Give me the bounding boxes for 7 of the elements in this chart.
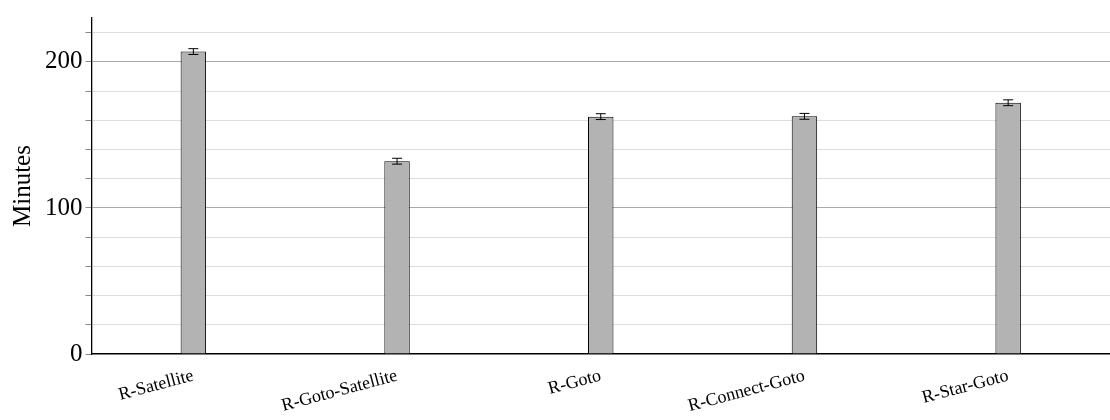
x-tick-label: R-Star-Goto (919, 364, 1011, 407)
y-tick-label: 200 (45, 46, 83, 74)
y-tick-label: 100 (45, 192, 83, 220)
y-axis-title: Minutes (7, 145, 35, 228)
x-tick-label: R-Goto (545, 364, 604, 398)
x-tick-label: R-Satellite (116, 364, 196, 404)
y-tick-label: 0 (70, 338, 83, 366)
